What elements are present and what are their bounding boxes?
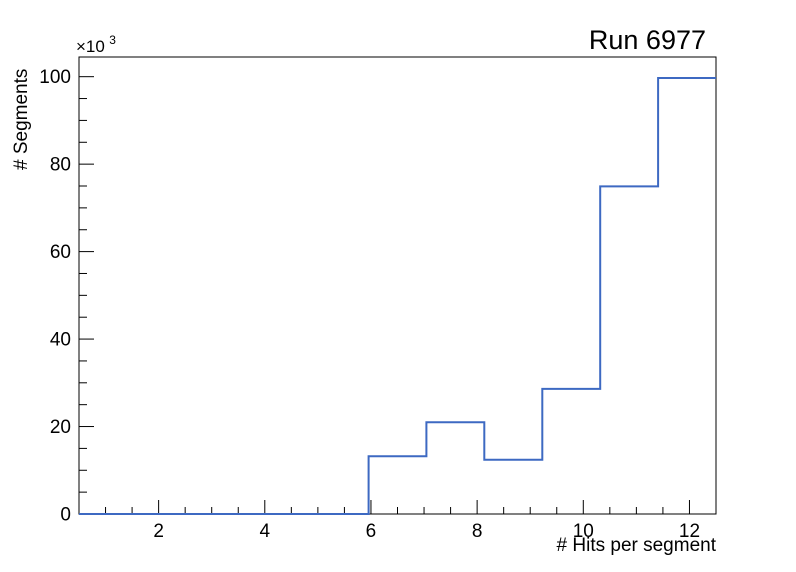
y-tick-label: 20 — [50, 417, 71, 438]
multiplier-base: ×10 — [76, 37, 105, 56]
y-axis-multiplier: ×10 3 — [76, 33, 116, 56]
x-tick-label: 12 — [679, 521, 700, 542]
x-axis-label: # Hits per segment — [557, 535, 717, 556]
y-tick-label: 60 — [50, 242, 71, 263]
y-tick-label: 0 — [60, 505, 71, 526]
x-tick-label: 2 — [153, 521, 164, 542]
axis-tick-labels: 2 4 6 8 10 12 0 20 40 60 80 100 — [39, 67, 700, 542]
y-tick-label: 40 — [50, 330, 71, 351]
y-tick-label: 80 — [50, 155, 71, 176]
histogram-line — [79, 77, 716, 515]
axis-ticks — [79, 76, 690, 515]
x-tick-label: 10 — [573, 521, 594, 542]
x-tick-label: 6 — [366, 521, 377, 542]
y-axis-label: # Segments — [11, 69, 32, 170]
x-tick-label: 8 — [472, 521, 483, 542]
plot-title: Run 6977 — [589, 25, 706, 55]
x-tick-label: 4 — [260, 521, 271, 542]
plot-frame — [78, 56, 717, 515]
y-tick-label: 100 — [39, 67, 71, 88]
multiplier-exponent: 3 — [109, 33, 116, 47]
